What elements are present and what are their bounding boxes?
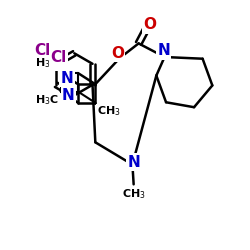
Text: N: N [60, 70, 73, 86]
Text: N: N [127, 154, 140, 170]
Text: N: N [62, 88, 74, 103]
Text: Cl: Cl [34, 43, 51, 58]
Text: O: O [111, 46, 124, 61]
Text: N: N [158, 43, 170, 58]
Text: CH$_3$: CH$_3$ [96, 104, 120, 118]
Text: Cl: Cl [50, 50, 66, 64]
Text: H$_3$C: H$_3$C [36, 56, 60, 70]
Text: CH$_3$: CH$_3$ [122, 187, 146, 201]
Text: H$_3$C: H$_3$C [36, 94, 60, 107]
Text: O: O [144, 18, 157, 32]
